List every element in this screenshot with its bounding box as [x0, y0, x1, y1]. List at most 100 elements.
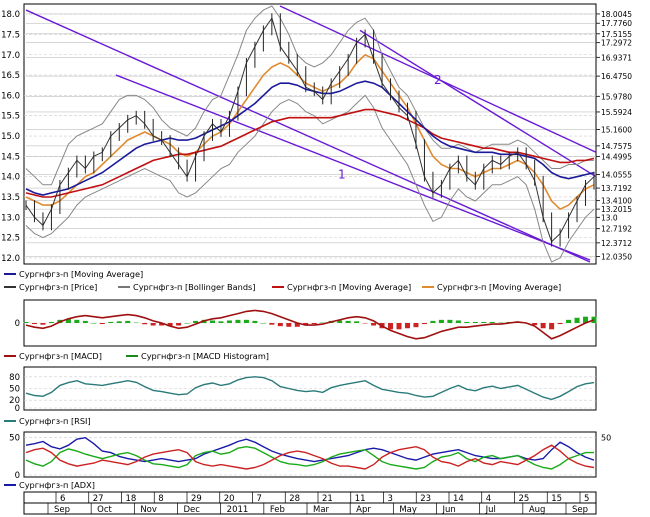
legend-label: Сургнфгз-п [MACD]: [19, 351, 102, 361]
macd-histogram-bar: [142, 323, 148, 325]
macd-histogram-bar: [218, 321, 224, 323]
x-day-label: 3: [388, 494, 393, 504]
macd-histogram-bar: [447, 319, 453, 323]
level-label: 12.3712: [601, 239, 632, 248]
trendline-label-1: 1: [338, 168, 346, 182]
adx-right-label: 50: [601, 434, 611, 443]
level-label: 15.5924: [601, 108, 632, 117]
macd-histogram-bar: [303, 323, 309, 326]
y-tick-label: 20: [9, 396, 20, 406]
macd-histogram-bar: [354, 321, 360, 323]
y-tick-label: 0: [15, 319, 20, 329]
macd-histogram-bar: [286, 323, 292, 327]
y-tick-label: 13.0: [1, 213, 20, 223]
macd-histogram-bar: [125, 320, 131, 323]
macd-histogram-bar: [566, 319, 572, 323]
macd-histogram-bar: [23, 321, 29, 323]
legend-label: Сургнфгз-п [MACD Histogram]: [141, 351, 269, 361]
x-month-label: Jul: [485, 505, 496, 515]
macd-histogram-bar: [184, 323, 190, 324]
macd-histogram-bar: [311, 323, 317, 325]
y-tick-label: 0: [15, 471, 20, 481]
y-tick-label: 50: [9, 434, 20, 444]
macd-histogram-bar: [235, 319, 241, 323]
level-label: 16.9371: [601, 53, 632, 62]
macd-histogram-bar: [472, 321, 478, 323]
adx-panel: 0 50 50: [9, 431, 611, 481]
x-day-label: 8: [158, 494, 163, 504]
macd-histogram-bar: [371, 323, 377, 326]
macd-histogram-bar: [226, 320, 232, 323]
series-line-bollinger-upper-4: [25, 5, 594, 186]
y-tick-label: 12.5: [1, 234, 20, 244]
trendline-2-lower: [359, 29, 597, 178]
macd-histogram-bar: [438, 319, 444, 323]
level-label: 14.0555: [601, 170, 632, 179]
macd-histogram-bar: [108, 321, 114, 323]
level-label: 15.1600: [601, 126, 632, 135]
x-month-label: Oct: [97, 505, 112, 515]
macd-histogram-bar: [31, 323, 37, 325]
series-line--di-2: [25, 444, 595, 470]
legend-label: Сургнфгз-п [Price]: [19, 282, 97, 292]
macd-histogram-bar: [40, 323, 46, 325]
macd-histogram-bar: [583, 316, 589, 323]
legend-label: Сургнфгз-п [ADX]: [19, 480, 95, 490]
legend-label: Сургнфгз-п [Moving Average]: [287, 282, 411, 292]
level-label: 12.0350: [601, 253, 632, 262]
y-tick-label: 12.0: [1, 254, 20, 264]
x-day-label: 29: [191, 494, 202, 504]
price-panel: 12.0 12.5 13.0 13.5 14.0 14.5 15.0 15.5 16.0 16.5…: [1, 3, 632, 265]
macd-histogram-bar: [404, 323, 410, 329]
level-label: 14.7575: [601, 142, 632, 151]
level-label: 13.0: [601, 213, 618, 222]
macd-histogram-bar: [557, 323, 563, 325]
y-tick-label: 14.5: [1, 152, 20, 162]
x-day-label: 20: [224, 494, 235, 504]
macd-histogram-bar: [430, 320, 436, 323]
macd-histogram-bar: [167, 323, 173, 327]
price-legend: Сургнфгз-п [Moving Average] Сургнфгз-п [P…: [4, 269, 561, 292]
macd-histogram-bar: [176, 323, 182, 326]
y-tick-label: 15.5: [1, 112, 20, 122]
y-tick-label: 14.0: [1, 173, 20, 183]
level-label: 15.9780: [601, 92, 632, 101]
series-line-сургнфгз-п-price--0: [25, 17, 595, 243]
level-label: 17.7760: [601, 19, 632, 28]
x-day-label: 27: [93, 494, 104, 504]
y-tick-label: 50: [9, 385, 20, 395]
legend-label: Сургнфгз-п [Moving Average]: [19, 269, 143, 279]
trendline-1-lower: [115, 74, 591, 261]
y-tick-label: 80: [9, 373, 20, 383]
series-line-bollinger-lower-5: [25, 94, 595, 263]
x-day-label: 11: [355, 494, 366, 504]
macd-histogram-bar: [243, 319, 249, 323]
macd-histogram-bar: [549, 323, 555, 330]
y-tick-label: 15.0: [1, 132, 20, 142]
macd-histogram-bar: [591, 316, 597, 323]
level-label: 17.2972: [601, 39, 632, 48]
macd-histogram-bar: [337, 320, 343, 323]
macd-histogram-bar: [91, 323, 97, 324]
macd-histogram-bar: [74, 319, 80, 323]
x-month-label: May: [399, 505, 417, 515]
macd-histogram-bar: [48, 321, 54, 323]
x-day-label: 25: [519, 494, 530, 504]
x-day-label: 15: [551, 494, 562, 504]
macd-histogram-bar: [116, 321, 122, 323]
macd-histogram-bar: [65, 318, 71, 323]
level-label: 13.4100: [601, 197, 632, 206]
macd-histogram-bar: [159, 323, 165, 326]
series-line-сургнфгз-п-moving-average--3: [25, 53, 595, 211]
x-month-label: Sep: [54, 505, 70, 515]
macd-histogram-bar: [210, 320, 216, 323]
macd-histogram-bar: [345, 320, 351, 323]
x-day-label: 5: [584, 494, 589, 504]
legend-label: Сургнфгз-п [Moving Average]: [437, 282, 561, 292]
level-label: 17.5155: [601, 30, 632, 39]
macd-histogram-bar: [252, 320, 258, 323]
adx-legend: Сургнфгз-п [ADX]: [4, 480, 95, 490]
x-day-label: 6: [60, 494, 65, 504]
y-tick-label: 18.0: [1, 10, 20, 20]
